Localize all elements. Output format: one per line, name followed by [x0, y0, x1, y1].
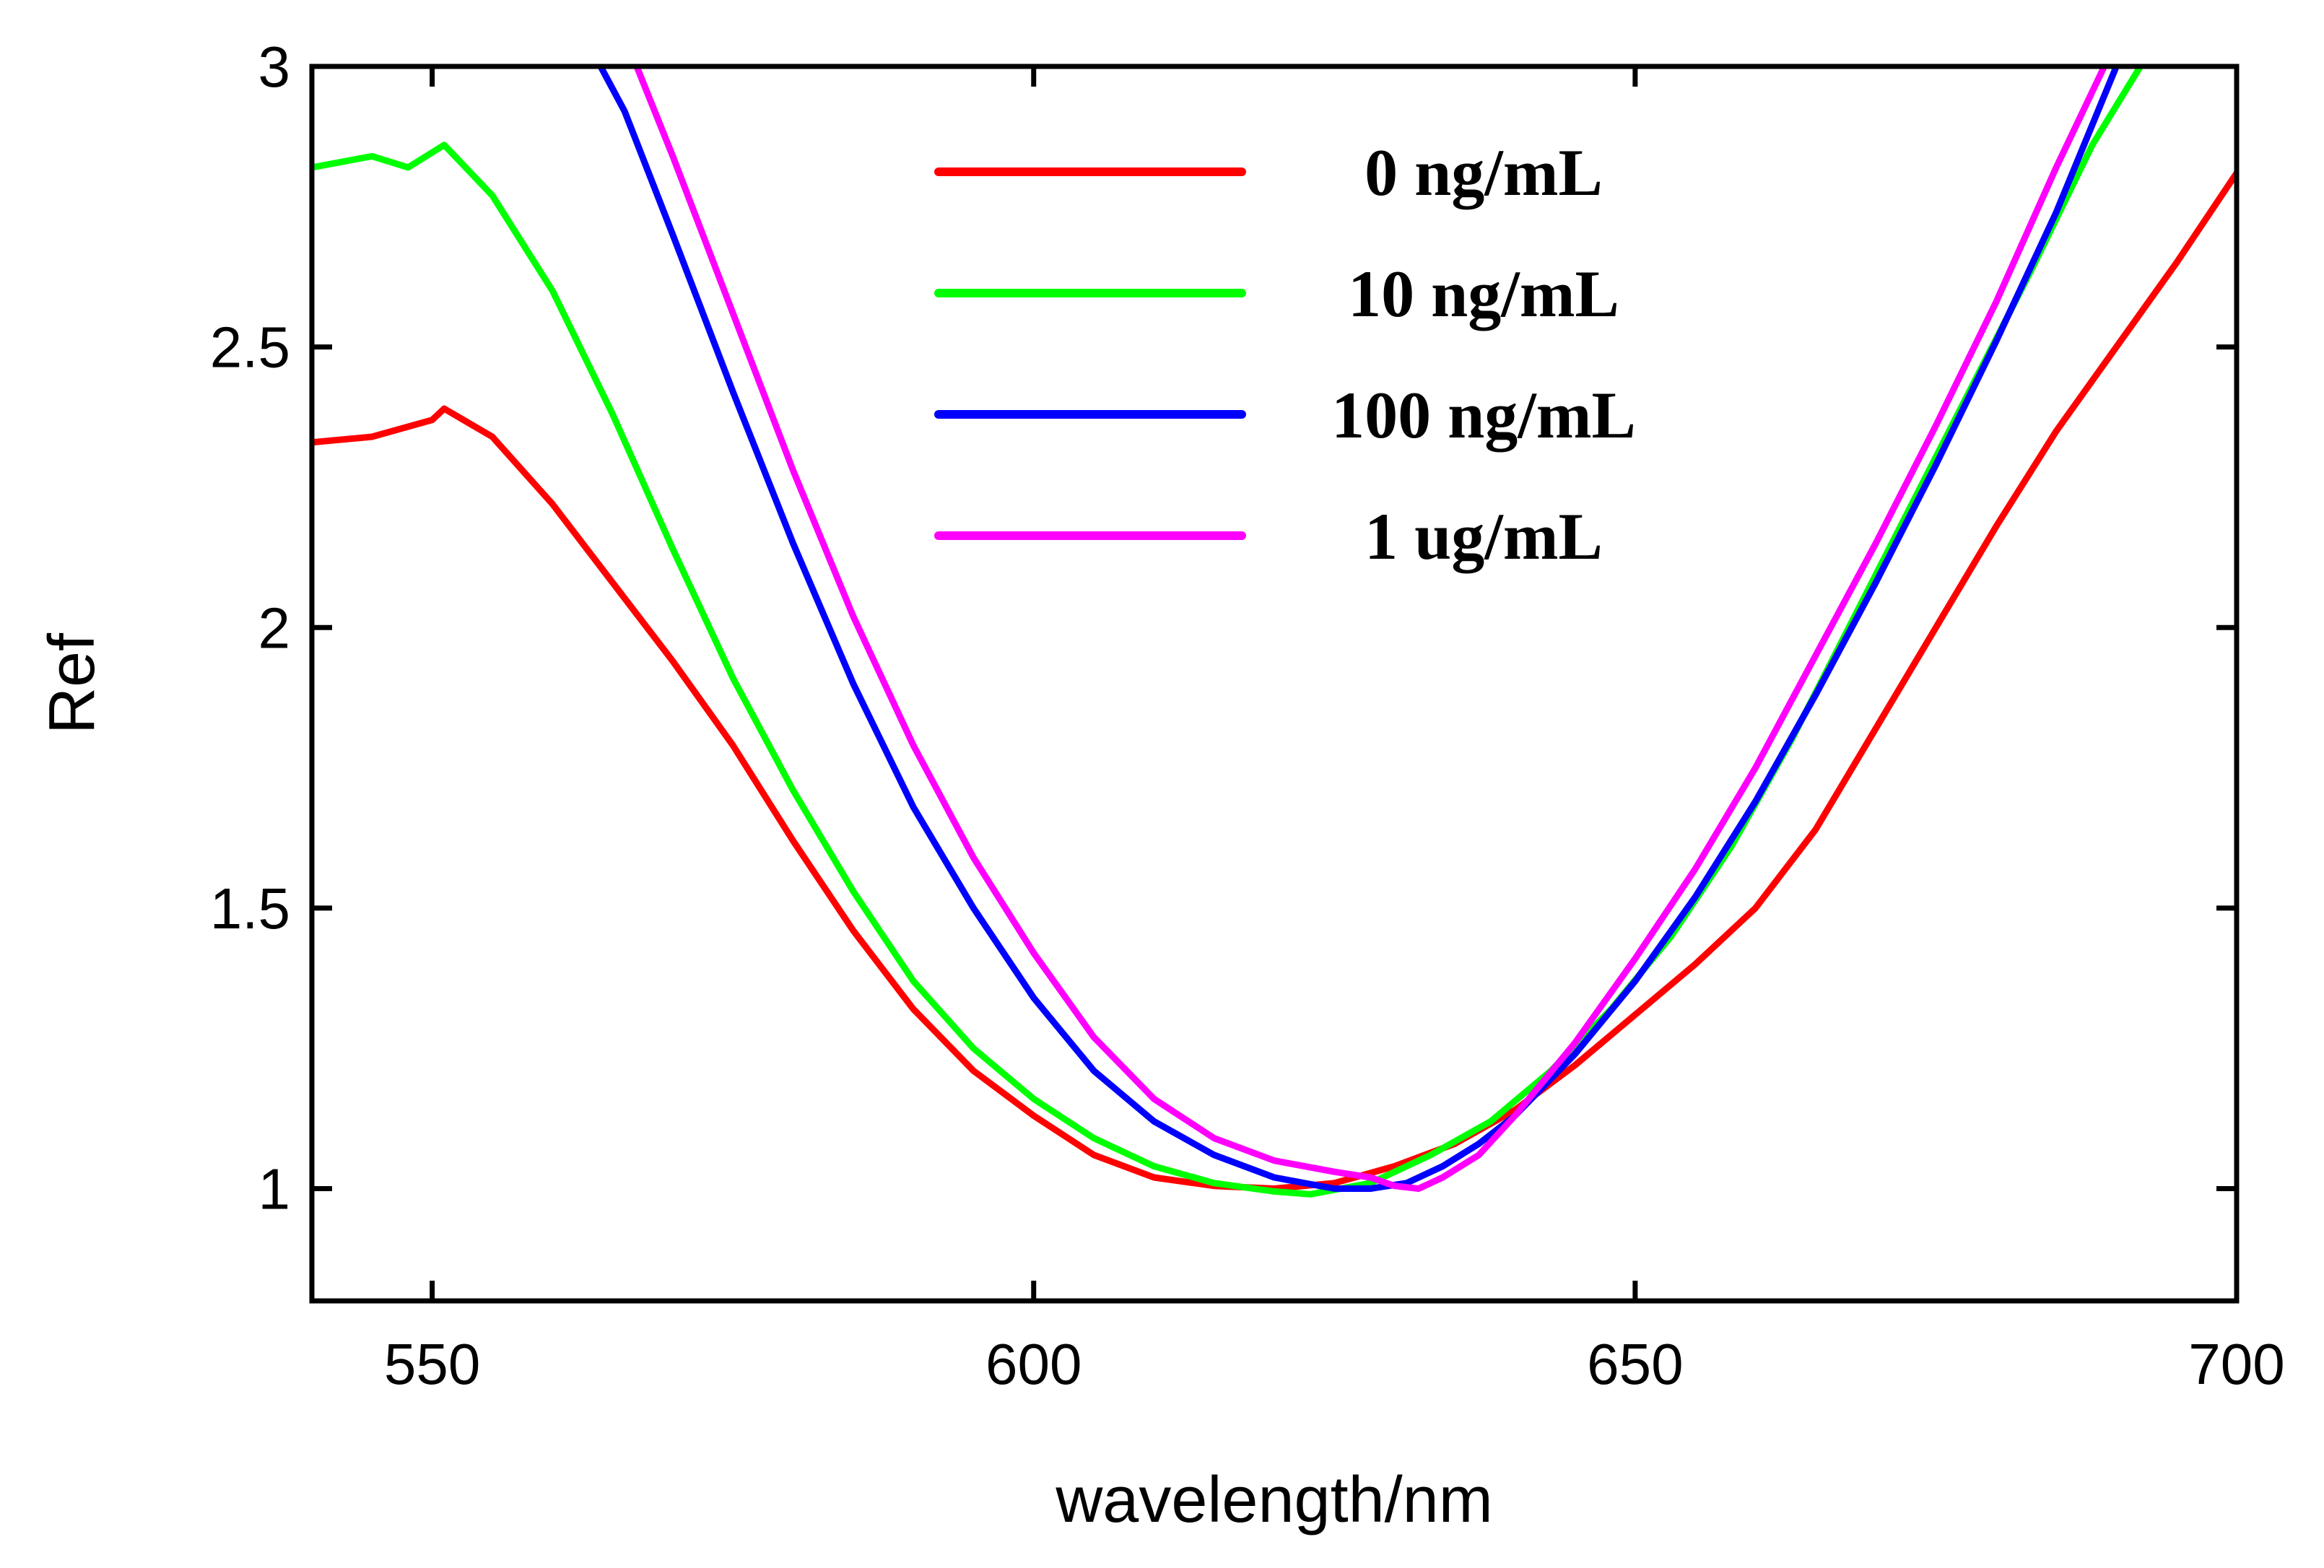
y-tick-label: 1 [258, 1157, 291, 1221]
y-tick-label: 3 [258, 35, 291, 99]
plot-frame [309, 64, 2240, 1304]
legend-label: 10 ng/mL [1348, 257, 1619, 331]
legend-label: 100 ng/mL [1331, 378, 1636, 452]
x-axis-title: wavelength/nm [1055, 1464, 1492, 1536]
ticks-layer: 550 600 650 700 1 1.5 2 2.5 3 [210, 35, 2285, 1396]
series-line-10-ng-ml [312, 66, 2144, 1198]
series-line-0-ng-ml [312, 170, 2237, 1192]
y-tick-label: 2.5 [210, 315, 290, 380]
legend: 0 ng/mL 10 ng/mL 100 ng/mL 1 ug/mL [934, 136, 1636, 573]
y-tick-label: 1.5 [210, 876, 290, 941]
y-axis-title: Ref [36, 632, 108, 734]
series-line-100-ng-ml [597, 66, 2120, 1192]
legend-label: 1 ug/mL [1365, 500, 1603, 573]
series-layer [312, 66, 2237, 1198]
x-tick-label: 650 [1587, 1332, 1683, 1396]
x-tick-label: 550 [384, 1332, 480, 1396]
x-tick-label: 700 [2188, 1332, 2284, 1396]
y-tick-label: 2 [258, 596, 291, 660]
legend-label: 0 ng/mL [1365, 136, 1603, 209]
x-tick-label: 600 [985, 1332, 1082, 1396]
series-line-1-ug-ml [633, 66, 2108, 1192]
